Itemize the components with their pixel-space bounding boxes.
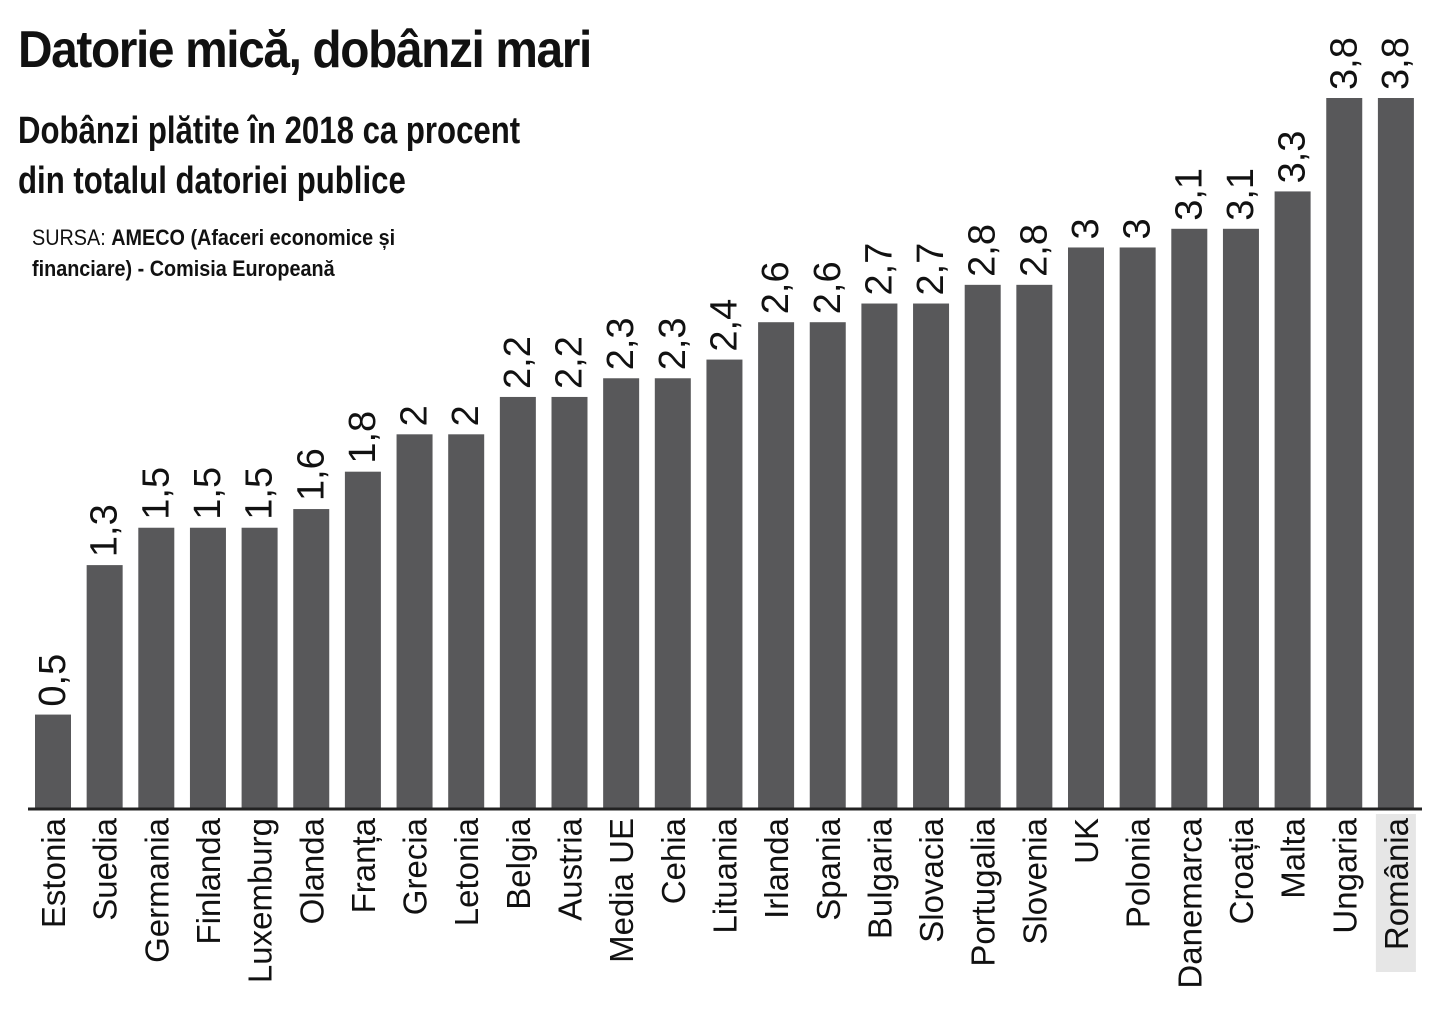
category-label-3: Finlanda	[190, 817, 227, 944]
bar-14	[758, 322, 795, 808]
highlight-label-background	[1375, 814, 1416, 972]
bar-23	[1222, 228, 1259, 808]
value-label-16: 2,7	[858, 243, 900, 296]
bar-3	[189, 527, 226, 808]
value-label-4: 1,5	[239, 467, 281, 520]
bar-0	[35, 714, 71, 808]
value-label-18: 2,8	[962, 224, 1004, 277]
bar-12	[654, 378, 691, 808]
bar-25	[1326, 98, 1363, 808]
category-label-5: Olanda	[293, 817, 330, 924]
value-label-21: 3	[1117, 218, 1159, 239]
value-label-13: 2,4	[703, 299, 745, 352]
category-label-16: Bulgaria	[861, 817, 898, 939]
category-label-14: Irlanda	[758, 817, 795, 919]
bar-7	[396, 434, 433, 808]
category-label-12: Cehia	[655, 817, 692, 904]
bar-13	[706, 359, 743, 808]
value-label-12: 2,3	[652, 317, 694, 370]
bar-24	[1274, 191, 1311, 809]
category-label-25: Ungaria	[1326, 817, 1363, 933]
category-label-9: Belgia	[500, 817, 537, 909]
source-text: AMECO (Afaceri economice și financiare) …	[32, 225, 396, 281]
category-label-23: Croația	[1223, 817, 1260, 924]
category-label-21: Polonia	[1120, 817, 1157, 928]
category-label-15: Spania	[810, 817, 847, 920]
value-label-0: 0,5	[32, 654, 74, 707]
category-label-19: Slovenia	[1016, 817, 1053, 944]
bar-18	[964, 284, 1001, 808]
category-label-22: Danemarca	[1171, 817, 1208, 988]
value-label-3: 1,5	[187, 467, 229, 520]
chart-title: Datorie mică, dobânzi mari	[18, 21, 592, 79]
bar-17	[913, 303, 950, 808]
bar-16	[861, 303, 898, 808]
chart-subtitle: Dobânzi plătite în 2018 ca procent din t…	[18, 110, 521, 202]
category-label-8: Letonia	[448, 817, 485, 926]
value-label-10: 2,2	[549, 336, 591, 389]
value-label-8: 2	[445, 405, 487, 426]
bar-21	[1119, 247, 1156, 808]
value-label-19: 2,8	[1013, 224, 1055, 277]
category-label-0: Estonia	[35, 817, 72, 928]
category-label-17: Slovacia	[913, 817, 950, 942]
value-label-25: 3,8	[1323, 37, 1365, 90]
value-label-2: 1,5	[135, 467, 177, 520]
value-label-7: 2	[394, 405, 436, 426]
category-label-7: Grecia	[397, 817, 434, 915]
source-note: SURSA: AMECO (Afaceri economice și finan…	[32, 222, 455, 284]
value-label-22: 3,1	[1168, 168, 1210, 221]
category-label-10: Austria	[552, 817, 589, 920]
bar-26	[1377, 98, 1414, 808]
value-label-11: 2,3	[600, 317, 642, 370]
category-label-6: Franța	[345, 817, 382, 913]
bar-15	[809, 322, 846, 808]
category-label-1: Suedia	[87, 817, 124, 920]
value-label-14: 2,6	[755, 261, 797, 314]
value-label-17: 2,7	[910, 243, 952, 296]
category-label-11: Media UE	[603, 818, 640, 963]
value-label-1: 1,3	[84, 504, 126, 557]
bar-5	[293, 509, 330, 808]
category-label-18: Portugalia	[965, 817, 1002, 966]
value-label-26: 3,8	[1375, 37, 1417, 90]
category-label-26: România	[1378, 817, 1415, 950]
bar-11	[603, 378, 640, 808]
bar-2	[138, 527, 175, 808]
bar-1	[86, 565, 123, 808]
value-label-5: 1,6	[290, 448, 332, 501]
value-label-24: 3,3	[1272, 131, 1314, 184]
bar-22	[1171, 228, 1208, 808]
category-label-24: Malta	[1275, 817, 1312, 898]
source-label: SURSA:	[32, 225, 106, 250]
bar-20	[1068, 247, 1104, 808]
value-label-23: 3,1	[1220, 168, 1262, 221]
bar-8	[448, 434, 485, 808]
value-label-15: 2,6	[807, 261, 849, 314]
bar-9	[499, 396, 536, 808]
bar-6	[344, 471, 381, 808]
category-label-13: Lituania	[706, 817, 743, 933]
value-label-20: 3	[1065, 218, 1107, 239]
bar-10	[551, 396, 588, 808]
category-label-20: UK	[1068, 818, 1105, 864]
value-label-9: 2,2	[497, 336, 539, 389]
bar-4	[241, 527, 278, 808]
value-label-6: 1,8	[342, 411, 384, 464]
category-label-2: Germania	[138, 817, 175, 963]
bar-19	[1016, 284, 1053, 808]
category-label-4: Luxemburg	[242, 818, 279, 983]
